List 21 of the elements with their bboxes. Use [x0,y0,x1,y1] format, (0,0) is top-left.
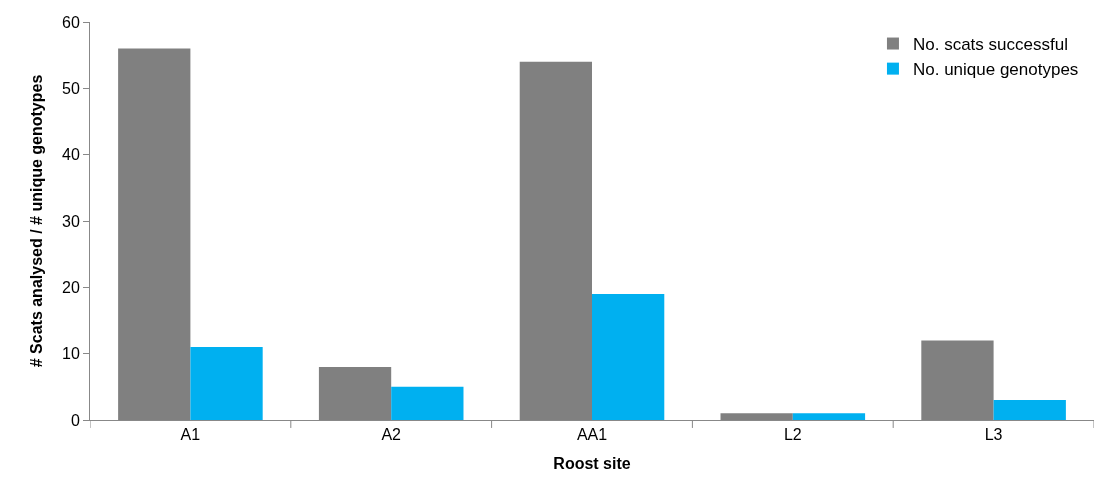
y-tick-label: 40 [62,146,80,164]
bar [391,386,464,420]
bar [592,293,665,420]
legend-label: No. scats successful [912,35,1068,55]
y-tick-label: 0 [70,411,80,429]
bar [190,347,263,420]
x-tick-label: A1 [180,426,201,444]
x-axis-title: Roost site [553,454,631,472]
y-tick-label: 60 [62,13,80,31]
bar [792,413,866,420]
x-tick-label: L3 [984,426,1003,444]
x-tick-label: A2 [381,426,402,444]
legend-label: No. unique genotypes [912,60,1079,80]
y-tick-label: 50 [62,79,80,97]
y-tick-label: 30 [62,212,80,230]
y-axis-title: # Scats analysed / # unique genotypes [27,74,45,368]
bar [993,400,1066,420]
y-tick-label: 20 [62,278,80,296]
x-tick-label: L2 [783,426,802,444]
y-tick-label: 10 [62,345,80,363]
x-tick-label: AA1 [576,426,608,444]
